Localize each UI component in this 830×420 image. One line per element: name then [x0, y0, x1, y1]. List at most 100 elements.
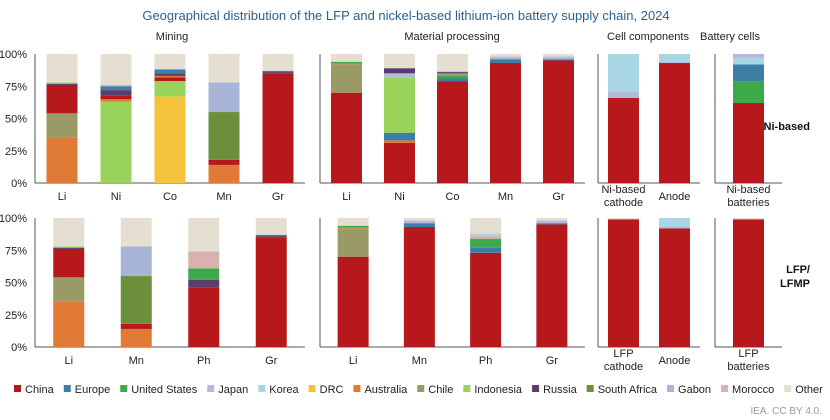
bar-segment-china — [120, 323, 152, 329]
category-label: Gr — [552, 191, 565, 203]
bar-segment-other — [337, 218, 369, 226]
legend-item-chile: Chile — [417, 384, 453, 396]
category-label: Anode — [659, 191, 691, 203]
bar-segment-europe — [384, 132, 415, 141]
section-title-material-processing: Material processing — [404, 31, 499, 43]
panel-cell-components-ni-based: Ni-based cathode Anode — [597, 54, 700, 209]
bar-segment-korea — [659, 218, 690, 228]
category-label: Anode — [659, 355, 691, 367]
credit-text: IEA. CC BY 4.0. — [750, 406, 822, 417]
bar-segment-south-africa — [120, 276, 152, 324]
y-tick-label: 100% — [0, 213, 27, 225]
category-label: Mn — [216, 191, 231, 203]
plot-area: Li Ni Co Mn Gr Li Ni Co Mn Gr Ni-based cathode Anode… — [34, 54, 782, 373]
bar-segment-other — [608, 218, 639, 220]
category-label: Mn — [412, 355, 427, 367]
bar-segment-china — [46, 84, 78, 114]
bar-segment-china — [437, 81, 468, 183]
legend-swatch — [586, 385, 594, 392]
panel-battery-cells-ni-based: Ni-based batteries — [714, 54, 782, 209]
bar-segment-morocco — [188, 251, 220, 269]
bar-segment-korea — [470, 233, 502, 237]
legend-item-gabon: Gabon — [667, 384, 711, 396]
bar-segment-china — [100, 95, 132, 100]
bar-segment-korea — [608, 54, 639, 92]
bar-segment-other — [543, 54, 574, 57]
panel-material-processing-ni-based: Li Ni Co Mn Gr — [319, 54, 585, 203]
bar-segment-europe — [262, 70, 294, 73]
bar-segment-europe — [490, 59, 521, 64]
bar-segment-china — [53, 248, 85, 278]
legend-label: Russia — [543, 384, 578, 396]
panel-material-processing-lfp-lfmp: Li Mn Ph Gr — [319, 218, 585, 367]
category-label: Li — [64, 355, 73, 367]
bar-segment-china — [403, 227, 435, 347]
category-label: Li — [58, 191, 67, 203]
category-label: Mn — [498, 191, 513, 203]
legend-item-korea: Korea — [258, 384, 300, 396]
bar-segment-europe — [470, 247, 502, 253]
section-title-battery-cells: Battery cells — [700, 31, 760, 43]
bar-segment-europe — [733, 64, 764, 82]
bar-segment-other — [255, 218, 287, 235]
bar-segment-japan — [608, 91, 639, 98]
legend-label: Gabon — [678, 384, 711, 396]
bar-segment-morocco — [470, 236, 502, 239]
bar-segment-other — [154, 54, 186, 70]
y-tick-label: 25% — [5, 146, 27, 158]
bar-segment-japan — [403, 220, 435, 224]
bar-segment-chile — [337, 228, 369, 257]
section-title-mining: Mining — [156, 31, 188, 43]
legend-swatch — [308, 385, 316, 392]
bar-segment-korea — [733, 57, 764, 65]
bar-segment-europe — [543, 59, 574, 61]
bar-segment-china — [154, 77, 186, 82]
y-axes: 0% 25% 50% 75% 100% 0% 25% 50% 75% 100% — [0, 49, 27, 354]
category-label: Ni — [394, 191, 404, 203]
bar-segment-united-states — [337, 225, 369, 228]
legend-swatch — [532, 385, 540, 392]
legend-label: DRC — [320, 384, 344, 396]
y-tick-label: 25% — [5, 310, 27, 322]
category-label: Gr — [546, 355, 559, 367]
legend-item-china: China — [14, 384, 55, 396]
bar-segment-china — [337, 256, 369, 347]
y-tick-label: 100% — [0, 49, 27, 61]
bar-segment-russia — [255, 236, 287, 238]
legend-item-morocco: Morocco — [721, 384, 774, 396]
bar-segment-japan — [659, 61, 690, 64]
legend-label: China — [25, 384, 55, 396]
row-label-lfp-lfmp: LFP/LFMP — [780, 264, 810, 290]
bar-segment-other — [262, 54, 294, 71]
section-title-cell-components: Cell components — [607, 31, 689, 43]
bar-segment-indonesia — [384, 77, 415, 133]
bar-segment-other — [733, 218, 764, 220]
bar-segment-europe — [403, 223, 435, 228]
category-label: Li — [342, 191, 351, 203]
category-label: Ph — [197, 355, 210, 367]
bar-segment-russia — [154, 73, 186, 76]
legend-item-europe: Europe — [63, 384, 110, 396]
legend-swatch — [120, 385, 128, 392]
legend-item-united-states: United States — [120, 384, 198, 396]
bar-segment-other — [100, 54, 132, 85]
bar-segment-china — [208, 159, 240, 165]
bar-segment-japan — [100, 84, 132, 87]
bar-segment-russia — [437, 72, 468, 74]
legend-swatch — [463, 385, 471, 392]
bar-segment-other — [437, 54, 468, 71]
bar-segment-drc — [154, 96, 186, 183]
panel-battery-cells-lfp-lfmp: LFP batteries — [714, 218, 782, 373]
legend-label: Indonesia — [474, 384, 523, 396]
category-label: Ni-based batteries — [726, 184, 770, 209]
bar-segment-united-states — [733, 81, 764, 104]
bar-segment-china — [188, 287, 220, 347]
bar-segment-japan — [543, 56, 574, 60]
legend-item-russia: Russia — [532, 384, 578, 396]
bar-segment-china — [255, 237, 287, 347]
bar-segment-australia — [337, 227, 369, 229]
legend-label: Korea — [269, 384, 299, 396]
bar-segment-europe — [536, 223, 568, 225]
bar-segment-australia — [46, 137, 78, 183]
